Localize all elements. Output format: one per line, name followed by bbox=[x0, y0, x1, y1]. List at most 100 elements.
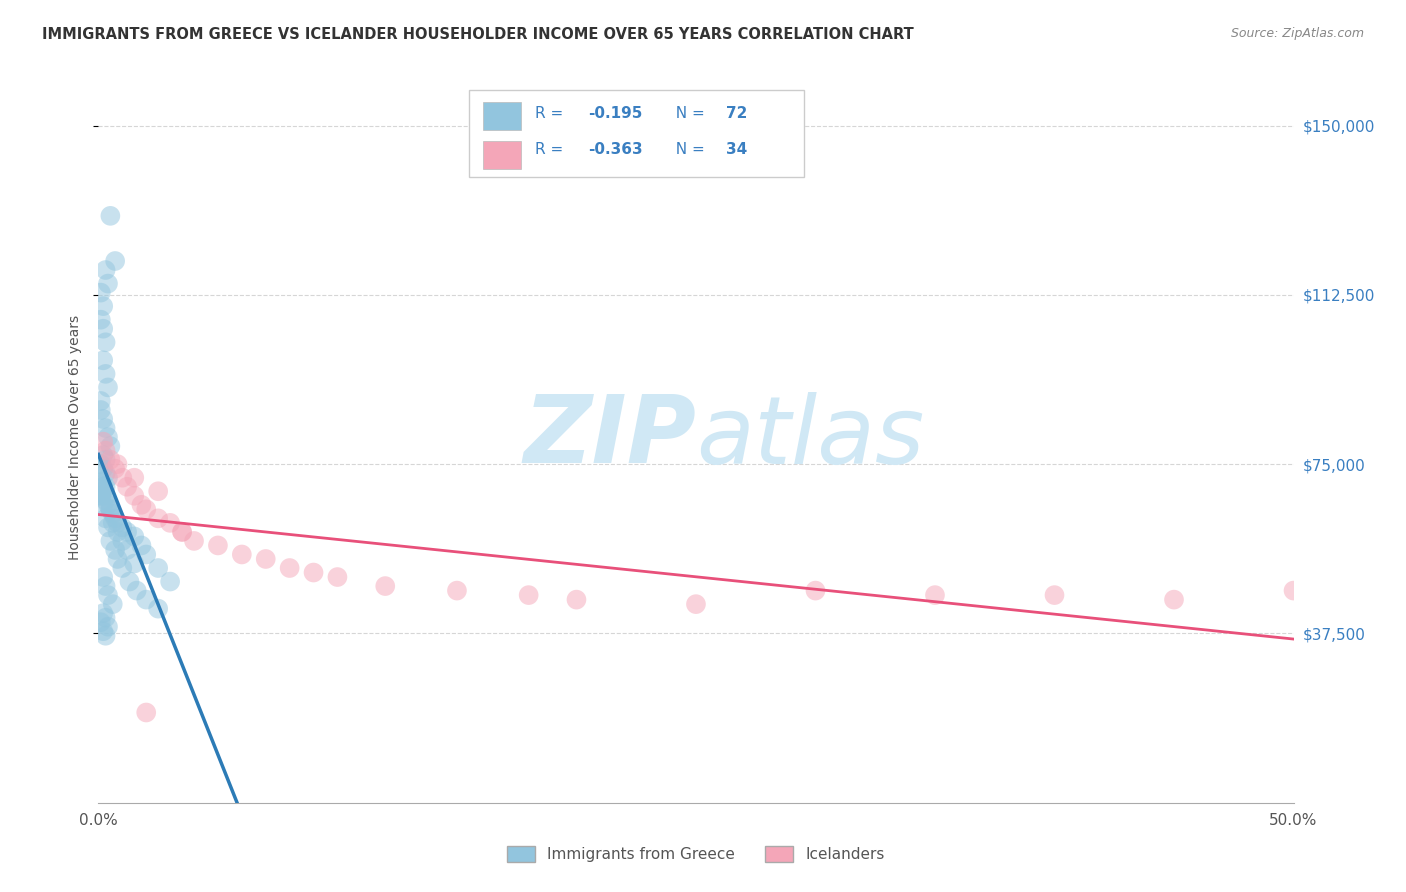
Point bbox=[90, 457, 112, 471]
Point bbox=[91, 461, 114, 475]
Point bbox=[124, 557, 146, 571]
Point bbox=[91, 412, 114, 426]
Point bbox=[94, 443, 117, 458]
Point bbox=[111, 533, 134, 548]
Point bbox=[94, 452, 117, 467]
Point bbox=[104, 511, 127, 525]
Point bbox=[97, 430, 120, 444]
Point bbox=[104, 461, 127, 475]
Point bbox=[111, 561, 134, 575]
Point bbox=[107, 516, 129, 530]
Point bbox=[98, 502, 122, 516]
Point bbox=[91, 353, 114, 368]
Point bbox=[135, 592, 157, 607]
Point bbox=[148, 511, 170, 525]
Point bbox=[91, 448, 114, 462]
Point bbox=[125, 583, 148, 598]
Text: R =: R = bbox=[534, 106, 568, 120]
Point bbox=[107, 552, 129, 566]
Point bbox=[148, 484, 170, 499]
Point bbox=[111, 471, 134, 485]
Point bbox=[118, 574, 141, 589]
Point bbox=[90, 489, 112, 503]
Point bbox=[1282, 583, 1305, 598]
Point bbox=[101, 507, 124, 521]
FancyBboxPatch shape bbox=[484, 141, 522, 169]
Point bbox=[97, 620, 120, 634]
Point bbox=[91, 480, 114, 494]
Y-axis label: Householder Income Over 65 years: Householder Income Over 65 years bbox=[69, 315, 83, 559]
Text: 34: 34 bbox=[725, 143, 747, 157]
Text: N =: N = bbox=[666, 143, 710, 157]
Point bbox=[131, 498, 153, 512]
Point bbox=[90, 615, 112, 630]
Point bbox=[98, 452, 122, 467]
Point bbox=[115, 524, 138, 539]
Point bbox=[94, 489, 117, 503]
Text: ZIP: ZIP bbox=[523, 391, 696, 483]
Point bbox=[148, 601, 170, 615]
Text: Source: ZipAtlas.com: Source: ZipAtlas.com bbox=[1230, 27, 1364, 40]
Point bbox=[90, 475, 112, 490]
Point bbox=[804, 583, 827, 598]
Point bbox=[97, 380, 120, 394]
Point bbox=[115, 543, 138, 558]
Point bbox=[104, 254, 127, 268]
FancyBboxPatch shape bbox=[484, 102, 522, 130]
Point bbox=[374, 579, 396, 593]
Point bbox=[91, 434, 114, 449]
Point bbox=[104, 543, 127, 558]
Point bbox=[124, 529, 146, 543]
Point bbox=[90, 285, 112, 300]
Point bbox=[98, 502, 122, 516]
Point bbox=[107, 524, 129, 539]
Point bbox=[91, 299, 114, 313]
Text: -0.363: -0.363 bbox=[589, 143, 643, 157]
Point bbox=[98, 533, 122, 548]
Point bbox=[278, 561, 301, 575]
Point bbox=[97, 520, 120, 534]
Point bbox=[94, 263, 117, 277]
Point bbox=[91, 480, 114, 494]
Text: atlas: atlas bbox=[696, 392, 924, 483]
Point bbox=[1043, 588, 1066, 602]
Point bbox=[94, 610, 117, 624]
Point bbox=[97, 471, 120, 485]
Text: -0.195: -0.195 bbox=[589, 106, 643, 120]
Point bbox=[94, 466, 117, 480]
Point bbox=[101, 597, 124, 611]
Point bbox=[90, 394, 112, 409]
Point bbox=[172, 524, 194, 539]
Point bbox=[91, 484, 114, 499]
Point bbox=[90, 489, 112, 503]
Point bbox=[183, 533, 205, 548]
Point bbox=[91, 606, 114, 620]
Point bbox=[326, 570, 349, 584]
Point bbox=[101, 516, 124, 530]
Point bbox=[148, 561, 170, 575]
Point bbox=[1163, 592, 1185, 607]
Point bbox=[565, 592, 588, 607]
Point bbox=[172, 524, 194, 539]
Point bbox=[94, 367, 117, 381]
Point bbox=[135, 548, 157, 562]
Point bbox=[91, 624, 114, 639]
Text: 72: 72 bbox=[725, 106, 747, 120]
Point bbox=[91, 498, 114, 512]
Point bbox=[135, 706, 157, 720]
Point bbox=[97, 277, 120, 291]
Point bbox=[94, 579, 117, 593]
Point bbox=[124, 489, 146, 503]
Point bbox=[231, 548, 253, 562]
Point bbox=[94, 629, 117, 643]
Point bbox=[685, 597, 707, 611]
Point bbox=[924, 588, 946, 602]
Point bbox=[90, 403, 112, 417]
Point bbox=[94, 421, 117, 435]
Point bbox=[111, 520, 134, 534]
Text: N =: N = bbox=[666, 106, 710, 120]
Point bbox=[135, 502, 157, 516]
Point bbox=[97, 498, 120, 512]
Point bbox=[94, 335, 117, 350]
Point bbox=[131, 538, 153, 552]
